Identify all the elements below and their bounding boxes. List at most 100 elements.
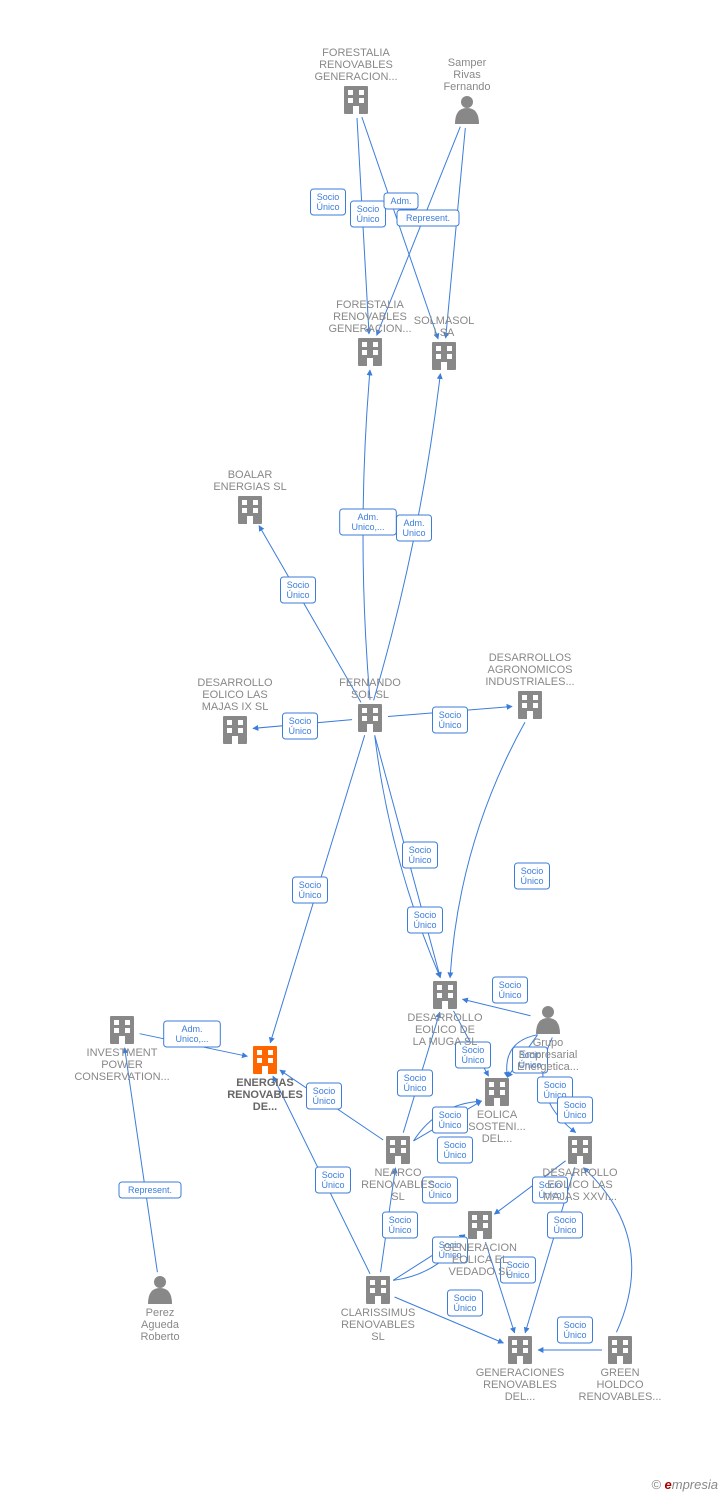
node-label: Grupo <box>533 1037 564 1049</box>
building-icon <box>253 1046 277 1074</box>
edge-label-text: Socio <box>414 910 437 920</box>
node-label: BOALAR <box>228 469 273 481</box>
edge-label-text: Adm. <box>181 1024 202 1034</box>
node-label: EOLICO LAS <box>547 1179 612 1191</box>
building-icon <box>433 981 457 1009</box>
node-label: INDUSTRIALES... <box>485 676 574 688</box>
edge-label-text: Socio <box>521 866 544 876</box>
node-label: RENOVABLES <box>341 1319 415 1331</box>
network-diagram: SocioÚnicoSocioÚnicoAdm.Represent.Adm.Un… <box>0 0 728 1500</box>
node-clarissimus[interactable]: CLARISSIMUSRENOVABLESSL <box>341 1276 416 1343</box>
edge-label-text: Socio <box>289 716 312 726</box>
node-label: EOLICO LAS <box>202 689 267 701</box>
edge-label-text: Adm. <box>403 518 424 528</box>
edge-label-text: Socio <box>554 1215 577 1225</box>
edge-label-text: Represent. <box>406 213 450 223</box>
node-label: HOLDCO <box>596 1379 644 1391</box>
edge-label-text: Único <box>298 890 321 900</box>
node-investment[interactable]: INVESTMENTPOWERCONSERVATION... <box>74 1016 169 1083</box>
node-dai[interactable]: DESARROLLOSAGRONOMICOSINDUSTRIALES... <box>485 652 574 719</box>
edge-label-text: Socio <box>357 204 380 214</box>
building-icon <box>110 1016 134 1044</box>
node-eolica_sost[interactable]: EOLICASOSTENI...DEL... <box>468 1078 525 1145</box>
node-label: GENERACION <box>443 1242 517 1254</box>
edge-label-text: Socio <box>389 1215 412 1225</box>
node-label: RENOVABLES <box>361 1179 435 1191</box>
node-label: VEDADO SL <box>449 1266 512 1278</box>
copyright-label: © empresia <box>651 1477 718 1492</box>
edge-label-text: Adm. <box>357 512 378 522</box>
node-label: MAJAS IX SL <box>202 701 269 713</box>
node-label: DE... <box>253 1101 277 1113</box>
edge-label-text: Único <box>408 855 431 865</box>
node-label: FORESTALIA <box>336 299 404 311</box>
edge-label-text: Único <box>286 590 309 600</box>
edge-label-text: Único <box>288 726 311 736</box>
node-label: SOSTENI... <box>468 1121 525 1133</box>
building-icon <box>432 342 456 370</box>
building-icon <box>366 1276 390 1304</box>
node-label: ENERGIAS SL <box>213 481 286 493</box>
edge <box>259 526 361 703</box>
node-samper[interactable]: SamperRivasFernando <box>443 57 490 124</box>
building-icon <box>358 338 382 366</box>
building-icon <box>568 1136 592 1164</box>
node-label: GENERACION... <box>328 323 411 335</box>
node-label: Samper <box>448 57 487 69</box>
node-perez[interactable]: PerezAguedaRoberto <box>140 1276 179 1343</box>
node-forestalia_top[interactable]: FORESTALIARENOVABLESGENERACION... <box>314 47 397 114</box>
node-muga[interactable]: DESARROLLOEOLICO DELA MUGA SL <box>407 981 483 1048</box>
node-label: DEL... <box>505 1391 536 1403</box>
node-label: DESARROLLO <box>407 1012 483 1024</box>
edge-label-text: Socio <box>287 580 310 590</box>
edge-label-text: Unico,... <box>175 1034 208 1044</box>
edge-label-text: Único <box>520 876 543 886</box>
node-vedado[interactable]: GENERACIONEOLICA ELVEDADO SL <box>443 1211 517 1278</box>
building-icon <box>485 1078 509 1106</box>
edge-label-text: Único <box>316 202 339 212</box>
node-label: RENOVABLES <box>483 1379 557 1391</box>
edge <box>446 128 466 338</box>
edge-label-text: Socio <box>444 1140 467 1150</box>
node-label: CONSERVATION... <box>74 1071 169 1083</box>
node-label: DESARROLLO <box>197 677 273 689</box>
node-majas_ix[interactable]: DESARROLLOEOLICO LASMAJAS IX SL <box>197 677 273 744</box>
building-icon <box>518 691 542 719</box>
building-icon <box>223 716 247 744</box>
edge-label-text: Socio <box>499 980 522 990</box>
edge-label-text: Socio <box>544 1080 567 1090</box>
edge-label-text: Único <box>438 720 461 730</box>
edge-label-text: Único <box>321 1180 344 1190</box>
edge-label-text: Socio <box>409 845 432 855</box>
node-label: FORESTALIA <box>322 47 390 59</box>
node-label: DEL... <box>482 1133 513 1145</box>
node-boalar[interactable]: BOALARENERGIAS SL <box>213 469 286 524</box>
node-label: Perez <box>146 1307 175 1319</box>
node-energias_hl[interactable]: ENERGIASRENOVABLESDE... <box>227 1046 303 1113</box>
node-label: EOLICA <box>477 1109 518 1121</box>
node-solmasol[interactable]: SOLMASOLI SA <box>414 315 475 370</box>
node-label: SOLMASOL <box>414 315 475 327</box>
edge-label-text: Socio <box>439 1110 462 1120</box>
edge-label-text: Socio <box>564 1320 587 1330</box>
node-label: CLARISSIMUS <box>341 1307 416 1319</box>
node-green[interactable]: GREENHOLDCORENOVABLES... <box>579 1336 662 1403</box>
edge-label-text: Unico <box>402 528 425 538</box>
edge-label-text: Único <box>312 1096 335 1106</box>
node-fernando[interactable]: FERNANDOSOL SL <box>339 677 401 732</box>
edge-label-text: Socio <box>564 1100 587 1110</box>
edge-label-text: Único <box>356 214 379 224</box>
node-label: GREEN <box>600 1367 639 1379</box>
node-grupo[interactable]: GrupoEmpresarialEnergetica... <box>517 1006 579 1073</box>
node-label: INVESTMENT <box>87 1047 158 1059</box>
node-gen_ren[interactable]: GENERACIONESRENOVABLESDEL... <box>476 1336 565 1403</box>
edge-label-text: Represent. <box>128 1185 172 1195</box>
node-label: DESARROLLOS <box>489 652 572 664</box>
node-label: LA MUGA SL <box>413 1036 478 1048</box>
node-label: SL <box>371 1331 384 1343</box>
building-icon <box>508 1336 532 1364</box>
node-forestalia_mid[interactable]: FORESTALIARENOVABLESGENERACION... <box>328 299 411 366</box>
node-majas_xxvi[interactable]: DESARROLLOEOLICO LASMAJAS XXVI... <box>542 1136 618 1203</box>
node-label: RENOVABLES <box>227 1089 303 1101</box>
node-label: NEARCO <box>374 1167 422 1179</box>
